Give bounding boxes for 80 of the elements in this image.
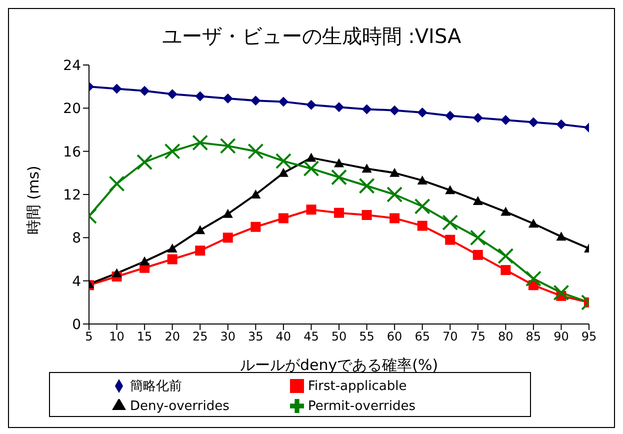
- y-tick-label: 12: [63, 187, 81, 204]
- x-tick-label: 50: [331, 330, 347, 344]
- point: [390, 213, 400, 224]
- point: [417, 175, 428, 184]
- x-tick-label: 80: [498, 330, 514, 344]
- point: [278, 168, 288, 177]
- point: [500, 265, 511, 276]
- point: [306, 152, 316, 162]
- point: [195, 225, 206, 234]
- legend-label: First-applicable: [308, 379, 408, 394]
- legend-label: Deny-overrides: [130, 399, 230, 414]
- y-tick-label: 24: [63, 58, 82, 74]
- x-axis-title: ルールがdenyである確率(%): [240, 356, 438, 374]
- point: [140, 256, 150, 266]
- point: [222, 232, 233, 243]
- legend-label: Permit-overrides: [308, 399, 417, 414]
- point: [362, 164, 372, 173]
- point: [528, 117, 538, 128]
- point: [250, 190, 261, 198]
- point: [112, 84, 122, 94]
- x-tick-label: 95: [581, 330, 597, 344]
- point: [334, 158, 344, 168]
- point: [362, 104, 372, 114]
- x-tick-label: 25: [192, 330, 208, 344]
- point: [472, 196, 483, 205]
- point: [528, 218, 538, 228]
- x-tick-label: 75: [470, 330, 486, 344]
- point: [417, 107, 428, 118]
- point: [222, 93, 233, 104]
- y-tick-label: 8: [72, 230, 81, 247]
- x-tick-label: 45: [304, 330, 319, 344]
- y-axis-title: 時間 (ms): [24, 166, 42, 234]
- x-tick-label: 20: [164, 330, 180, 344]
- x-tick-label: 55: [359, 330, 374, 344]
- point: [390, 105, 400, 116]
- x-tick-label: 60: [386, 330, 402, 344]
- point: [140, 86, 150, 96]
- point: [445, 185, 456, 194]
- x-tick-label: 10: [109, 330, 124, 344]
- x-tick-label: 85: [526, 330, 542, 344]
- legend-label: 簡略化前: [130, 378, 183, 395]
- point: [167, 243, 178, 252]
- point: [472, 250, 483, 260]
- point: [250, 96, 261, 106]
- point: [334, 102, 344, 112]
- point: [445, 234, 456, 245]
- point: [500, 206, 511, 216]
- x-tick-label: 5: [85, 330, 93, 344]
- point: [417, 220, 428, 231]
- point: [195, 246, 206, 256]
- point: [556, 232, 566, 241]
- point: [112, 268, 122, 278]
- x-tick-label: 35: [248, 330, 264, 344]
- point: [306, 204, 316, 215]
- x-tick-label: 40: [276, 330, 292, 344]
- chart-title: ユーザ・ビューの生成時間 :VISA: [160, 23, 462, 50]
- point: [167, 254, 178, 264]
- x-tick-label: 15: [136, 330, 152, 344]
- x-tick-label: 90: [554, 330, 569, 344]
- y-tick-label: 16: [63, 144, 82, 160]
- point: [334, 208, 344, 218]
- point: [195, 91, 206, 102]
- point: [250, 222, 261, 232]
- point: [556, 119, 566, 130]
- point: [472, 112, 483, 123]
- point: [445, 110, 456, 121]
- x-tick-label: 30: [220, 330, 236, 344]
- y-tick-label: 20: [63, 101, 81, 118]
- y-tick-label: 0: [72, 316, 81, 333]
- point: [222, 208, 233, 218]
- point: [500, 115, 511, 126]
- point: [278, 96, 288, 107]
- x-tick-label: 70: [442, 330, 458, 344]
- point: [390, 168, 400, 177]
- point: [167, 89, 178, 100]
- point: [278, 213, 288, 224]
- point: [362, 210, 372, 220]
- y-tick-label: 4: [72, 274, 82, 290]
- x-tick-label: 65: [414, 330, 430, 344]
- point: [306, 100, 316, 110]
